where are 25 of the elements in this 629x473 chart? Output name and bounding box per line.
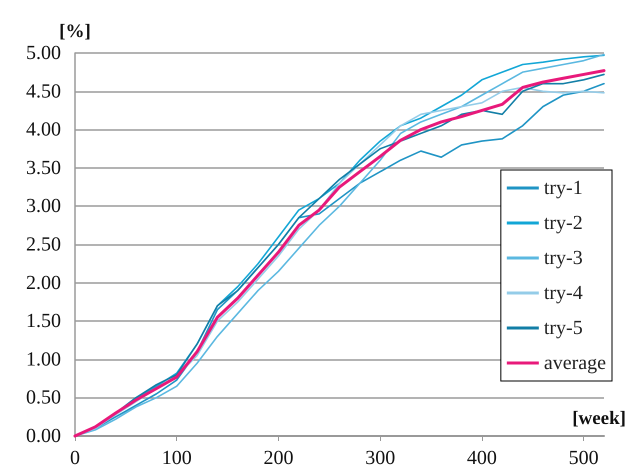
y-tick-label: 0.00 bbox=[26, 425, 61, 447]
legend-label: try-5 bbox=[544, 317, 583, 339]
y-tick-label: 2.00 bbox=[26, 272, 61, 294]
y-tick-label: 1.00 bbox=[26, 348, 61, 370]
y-tick-label: 2.50 bbox=[26, 234, 61, 256]
x-tick-label: 500 bbox=[568, 447, 599, 469]
x-tick-label: 0 bbox=[70, 447, 80, 469]
legend-label: try-4 bbox=[544, 282, 583, 304]
legend-label: average bbox=[544, 352, 606, 374]
x-tick-label: 200 bbox=[263, 447, 294, 469]
legend-label: try-2 bbox=[544, 212, 583, 234]
y-tick-label: 1.50 bbox=[26, 310, 61, 332]
y-tick-label: 0.50 bbox=[26, 386, 61, 409]
x-tick-label: 100 bbox=[162, 447, 192, 469]
legend-label: try-1 bbox=[544, 177, 583, 199]
y-axis-title: [%] bbox=[59, 21, 91, 42]
x-tick-label: 300 bbox=[365, 447, 396, 469]
legend-label: try-3 bbox=[544, 247, 583, 269]
y-tick-label: 3.50 bbox=[26, 156, 61, 179]
y-tick-label: 3.00 bbox=[26, 195, 61, 218]
y-tick-label: 4.00 bbox=[26, 118, 61, 141]
y-tick-label: 5.00 bbox=[26, 42, 61, 64]
y-tick-label: 4.50 bbox=[26, 80, 61, 102]
x-tick-label: 400 bbox=[466, 447, 497, 469]
x-axis-title: [week] bbox=[572, 408, 626, 429]
